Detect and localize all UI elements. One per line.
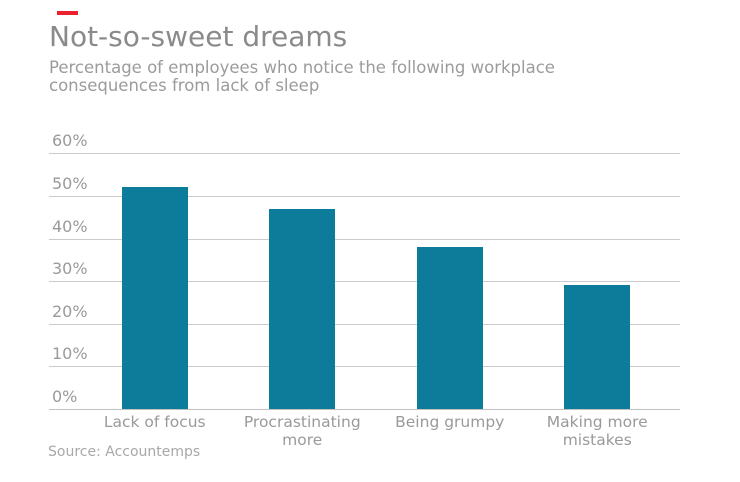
gridline (49, 366, 680, 368)
bar-procrastinating-more (269, 208, 336, 409)
x-axis-label: Procrastinating more (243, 413, 361, 449)
x-axis-line (49, 409, 680, 410)
y-tick-label: 20% (52, 301, 88, 321)
x-axis-label: Making more mistakes (546, 413, 648, 449)
x-axis-label: Being grumpy (395, 413, 505, 431)
gridline (49, 281, 680, 283)
x-axis-label: Lack of focus (103, 413, 206, 431)
y-tick-label: 30% (52, 259, 88, 279)
brand-dash-icon (57, 11, 78, 15)
gridline (49, 323, 680, 325)
y-tick-label: 50% (52, 174, 88, 193)
gridline (49, 238, 680, 240)
y-tick-label: 40% (52, 216, 88, 236)
chart-subtitle: Percentage of employees who notice the f… (49, 58, 555, 95)
gridline (49, 196, 680, 197)
y-tick-label: 60% (52, 131, 88, 151)
source-credit: Source: Accountemps (48, 444, 201, 460)
bar-lack-of-focus (121, 187, 188, 409)
bar-making-more-mistakes (564, 285, 631, 409)
y-tick-label: 10% (52, 344, 88, 364)
bar-being-grumpy (416, 247, 483, 409)
chart-title: Not-so-sweet dreams (49, 20, 348, 53)
gridline (49, 153, 680, 155)
y-tick-label: 0% (52, 387, 78, 406)
